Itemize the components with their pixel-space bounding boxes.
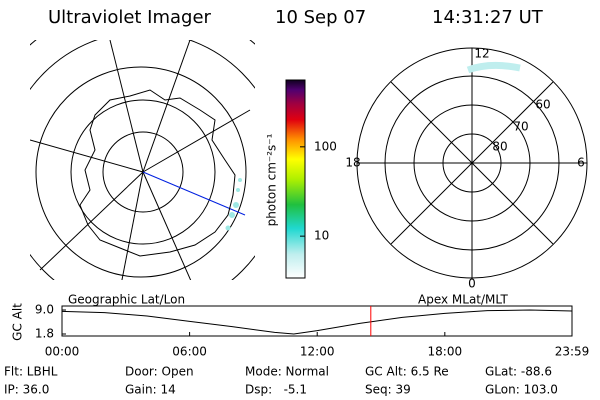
status-field: Gain: 14 xyxy=(125,383,176,397)
y-tick-label: 9.0 xyxy=(35,303,54,317)
mlt-label: 12 xyxy=(474,47,489,61)
x-tick-label: 18:00 xyxy=(428,345,463,359)
y-tick-label: 1.8 xyxy=(35,327,54,341)
status-field: IP: 36.0 xyxy=(4,383,49,397)
x-tick-label: 00:00 xyxy=(45,345,80,359)
lat-label: 80 xyxy=(492,140,507,154)
x-tick-label: 12:00 xyxy=(300,345,335,359)
alt-ylabel: GC Alt xyxy=(11,303,25,341)
lat-label: 60 xyxy=(535,98,550,112)
altitude-line xyxy=(61,309,573,335)
mlt-label: 0 xyxy=(468,277,476,291)
x-tick-label: 23:59 xyxy=(555,345,590,359)
status-field: Dsp: -5.1 xyxy=(245,383,307,397)
x-tick-label: 06:00 xyxy=(172,345,207,359)
globe xyxy=(30,40,255,280)
lat-label: 70 xyxy=(513,120,528,134)
status-field: Seq: 39 xyxy=(365,383,411,397)
colorbar xyxy=(285,79,306,279)
colorbar-tick-label: 100 xyxy=(314,139,337,153)
status-field: Mode: Normal xyxy=(245,365,329,379)
status-field: GC Alt: 6.5 Re xyxy=(365,365,449,379)
status-field: Flt: LBHL xyxy=(4,365,58,379)
status-field: GLon: 103.0 xyxy=(485,383,558,397)
colorbar-label: photon cm⁻²s⁻¹ xyxy=(265,133,279,226)
title: Ultraviolet Imager xyxy=(48,7,212,28)
alt-left-label: Geographic Lat/Lon xyxy=(68,293,185,307)
alt-right-label: Apex MLat/MLT xyxy=(418,293,508,307)
status-field: GLat: -88.6 xyxy=(485,365,552,379)
time: 14:31:27 UT xyxy=(432,7,544,28)
mlt-label: 6 xyxy=(577,156,585,170)
date: 10 Sep 07 xyxy=(275,7,366,28)
polar-grid xyxy=(356,47,588,279)
status-field: Door: Open xyxy=(125,365,194,379)
colorbar-tick-label: 10 xyxy=(314,229,329,243)
mlt-label: 18 xyxy=(345,156,360,170)
